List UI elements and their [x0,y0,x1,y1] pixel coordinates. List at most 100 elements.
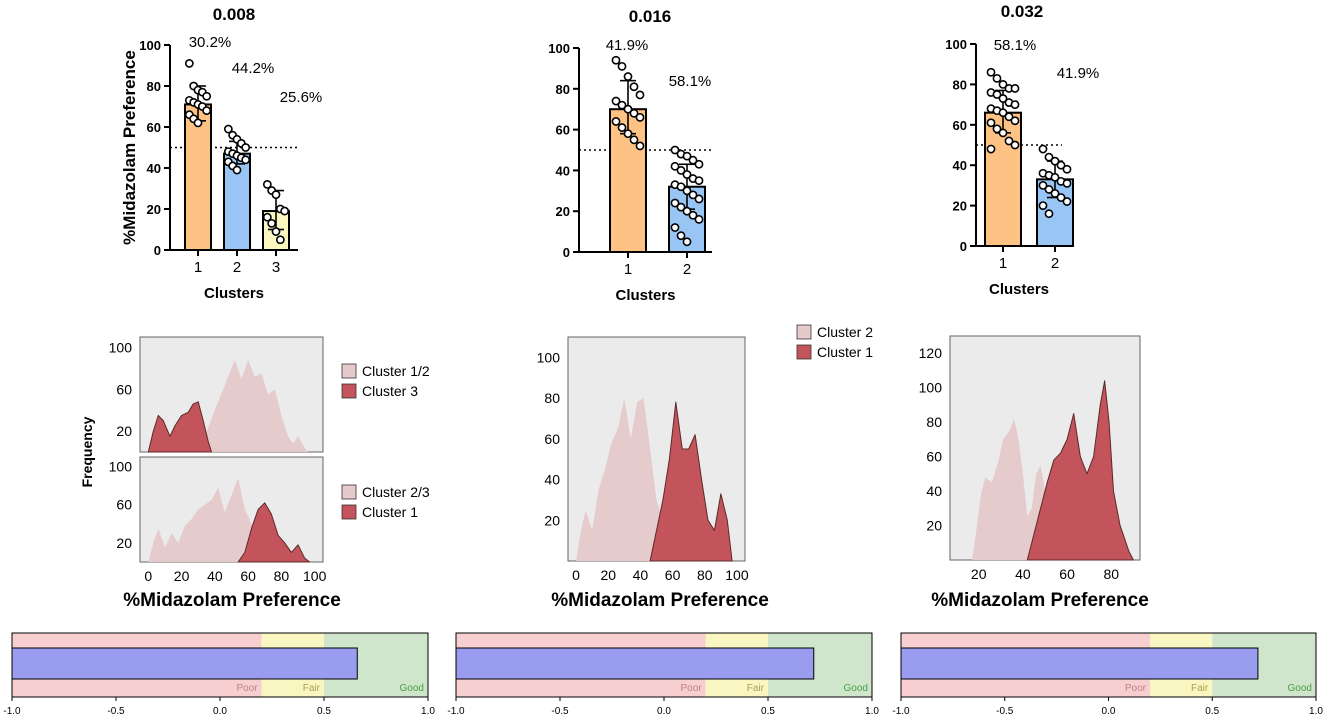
y-tick-label: 100 [919,380,943,396]
y-tick-label: 100 [945,37,967,52]
y-tick-label: 40 [147,161,161,176]
data-point [1062,197,1072,206]
y-tick-label: 80 [544,390,560,406]
y-tick-label: 100 [537,349,561,365]
x-tick-label: 2 [683,261,691,278]
data-point [676,231,686,241]
data-point [1038,180,1048,190]
cluster-percent-label: 44.2% [232,60,275,77]
x-tick-label: -0.5 [996,706,1014,717]
data-point [232,165,242,175]
legend-swatch [341,484,357,500]
density-chart-1: 20 40 60 80 100 0 20 40 60 80 100 Cluster 2 Cluster … [537,324,874,611]
density-chart-0: 20 60 100 Cluster 1/2 Cluster 3 20 60 100 0 20 40 6… [79,336,430,611]
data-point [998,80,1008,89]
density-chart-2: 20 40 60 80 100 120 20 40 60 80 %Midazolam Prefere… [919,335,1149,611]
x-tick-label: 0 [572,567,580,583]
data-point [262,179,272,189]
data-point [682,170,692,179]
y-tick-label: 100 [548,41,570,56]
x-tick-label: 20 [600,567,616,583]
x-tick-label: 1.0 [421,706,435,717]
x-tick-label: 0.0 [1102,706,1116,717]
data-point [275,235,285,245]
x-tick-label: 0.5 [761,706,775,717]
data-point [267,218,277,228]
cluster-percent-label: 30.2% [189,34,232,51]
data-point [1044,185,1054,194]
bar-chart-2: 0.032 0 20 40 60 80 100 1 58.1% 2 41.9% Clusters [945,2,1099,298]
x-tick-label: 2 [1051,255,1059,272]
data-point [1044,209,1054,219]
data-point [1056,193,1066,202]
legend-swatch [796,324,812,340]
data-point [986,67,996,77]
density-cluster-1-2 [198,360,309,452]
zone-label-fair: Fair [1191,683,1209,694]
data-point [676,165,686,175]
data-point [1010,116,1020,126]
density-subplot-0: 20 40 60 80 100 0 20 40 60 80 100 Cluster 2 Cluster … [537,324,874,583]
data-point [1038,144,1048,154]
x-axis-label: Clusters [615,287,675,304]
data-point [223,124,233,134]
y-tick-label: 20 [926,518,942,534]
data-point [694,159,704,169]
data-point [670,145,680,155]
y-tick-label: 20 [147,202,161,217]
x-axis-label: %Midazolam Preference [551,590,769,611]
data-point [1004,112,1014,122]
y-tick-label: 60 [116,497,132,513]
y-tick-label: 60 [544,431,560,447]
y-tick-label: 80 [556,82,570,97]
silhouette-chart-0: Poor Fair Good -1.0 -0.5 0.0 0.5 1.0 [3,632,435,717]
data-point [635,112,645,122]
y-tick-label: 60 [556,123,570,138]
legend-label: Cluster 1 [817,344,873,360]
zone-label-poor: Poor [680,683,702,694]
data-point [623,72,633,81]
bar-chart-0: 0.008 0 20 40 60 80 100 1 30.2% 2 44.2% 3 25.6% Clust… [120,5,322,302]
x-axis-label: Clusters [204,285,264,302]
data-point [271,227,281,236]
legend-swatch [341,363,357,379]
data-point [676,202,686,212]
legend-label: Cluster 2/3 [362,484,430,500]
zone-label-fair: Fair [303,683,321,694]
y-axis-label: Frequency [79,416,95,487]
y-tick-label: 0 [154,243,161,258]
y-tick-label: 100 [109,339,133,355]
x-tick-label: 0.0 [657,706,671,717]
cluster-percent-label: 25.6% [280,89,323,106]
density-cluster-3 [147,401,213,453]
silhouette-bar [900,647,1259,680]
data-point [992,73,1002,83]
data-point [694,214,704,224]
y-tick-label: 40 [926,483,942,499]
density-cluster-2-3 [148,478,269,562]
data-point [998,128,1008,138]
data-point [184,59,194,68]
density-cluster-1 [237,502,311,563]
data-point [992,90,1002,99]
zone-label-poor: Poor [1125,683,1147,694]
data-point [617,123,627,132]
data-point [635,90,645,100]
x-tick-label: 1.0 [865,706,879,717]
y-tick-label: 120 [919,345,943,361]
y-tick-label: 60 [116,381,132,397]
data-point [1038,201,1048,210]
y-tick-label: 20 [116,535,132,551]
data-point [1050,189,1060,198]
x-tick-label: 1.0 [1309,706,1323,717]
x-tick-label: 1 [624,261,632,278]
data-point [193,118,203,128]
chart-title: 0.008 [213,5,256,24]
x-tick-label: -1.0 [447,706,465,717]
data-point [992,124,1002,134]
data-point [986,118,996,128]
x-tick-label: 2 [233,259,241,276]
data-point [1062,178,1072,188]
density-subplot-0: 20 60 100 Cluster 1/2 Cluster 3 [109,336,430,453]
y-tick-label: 20 [116,423,132,439]
